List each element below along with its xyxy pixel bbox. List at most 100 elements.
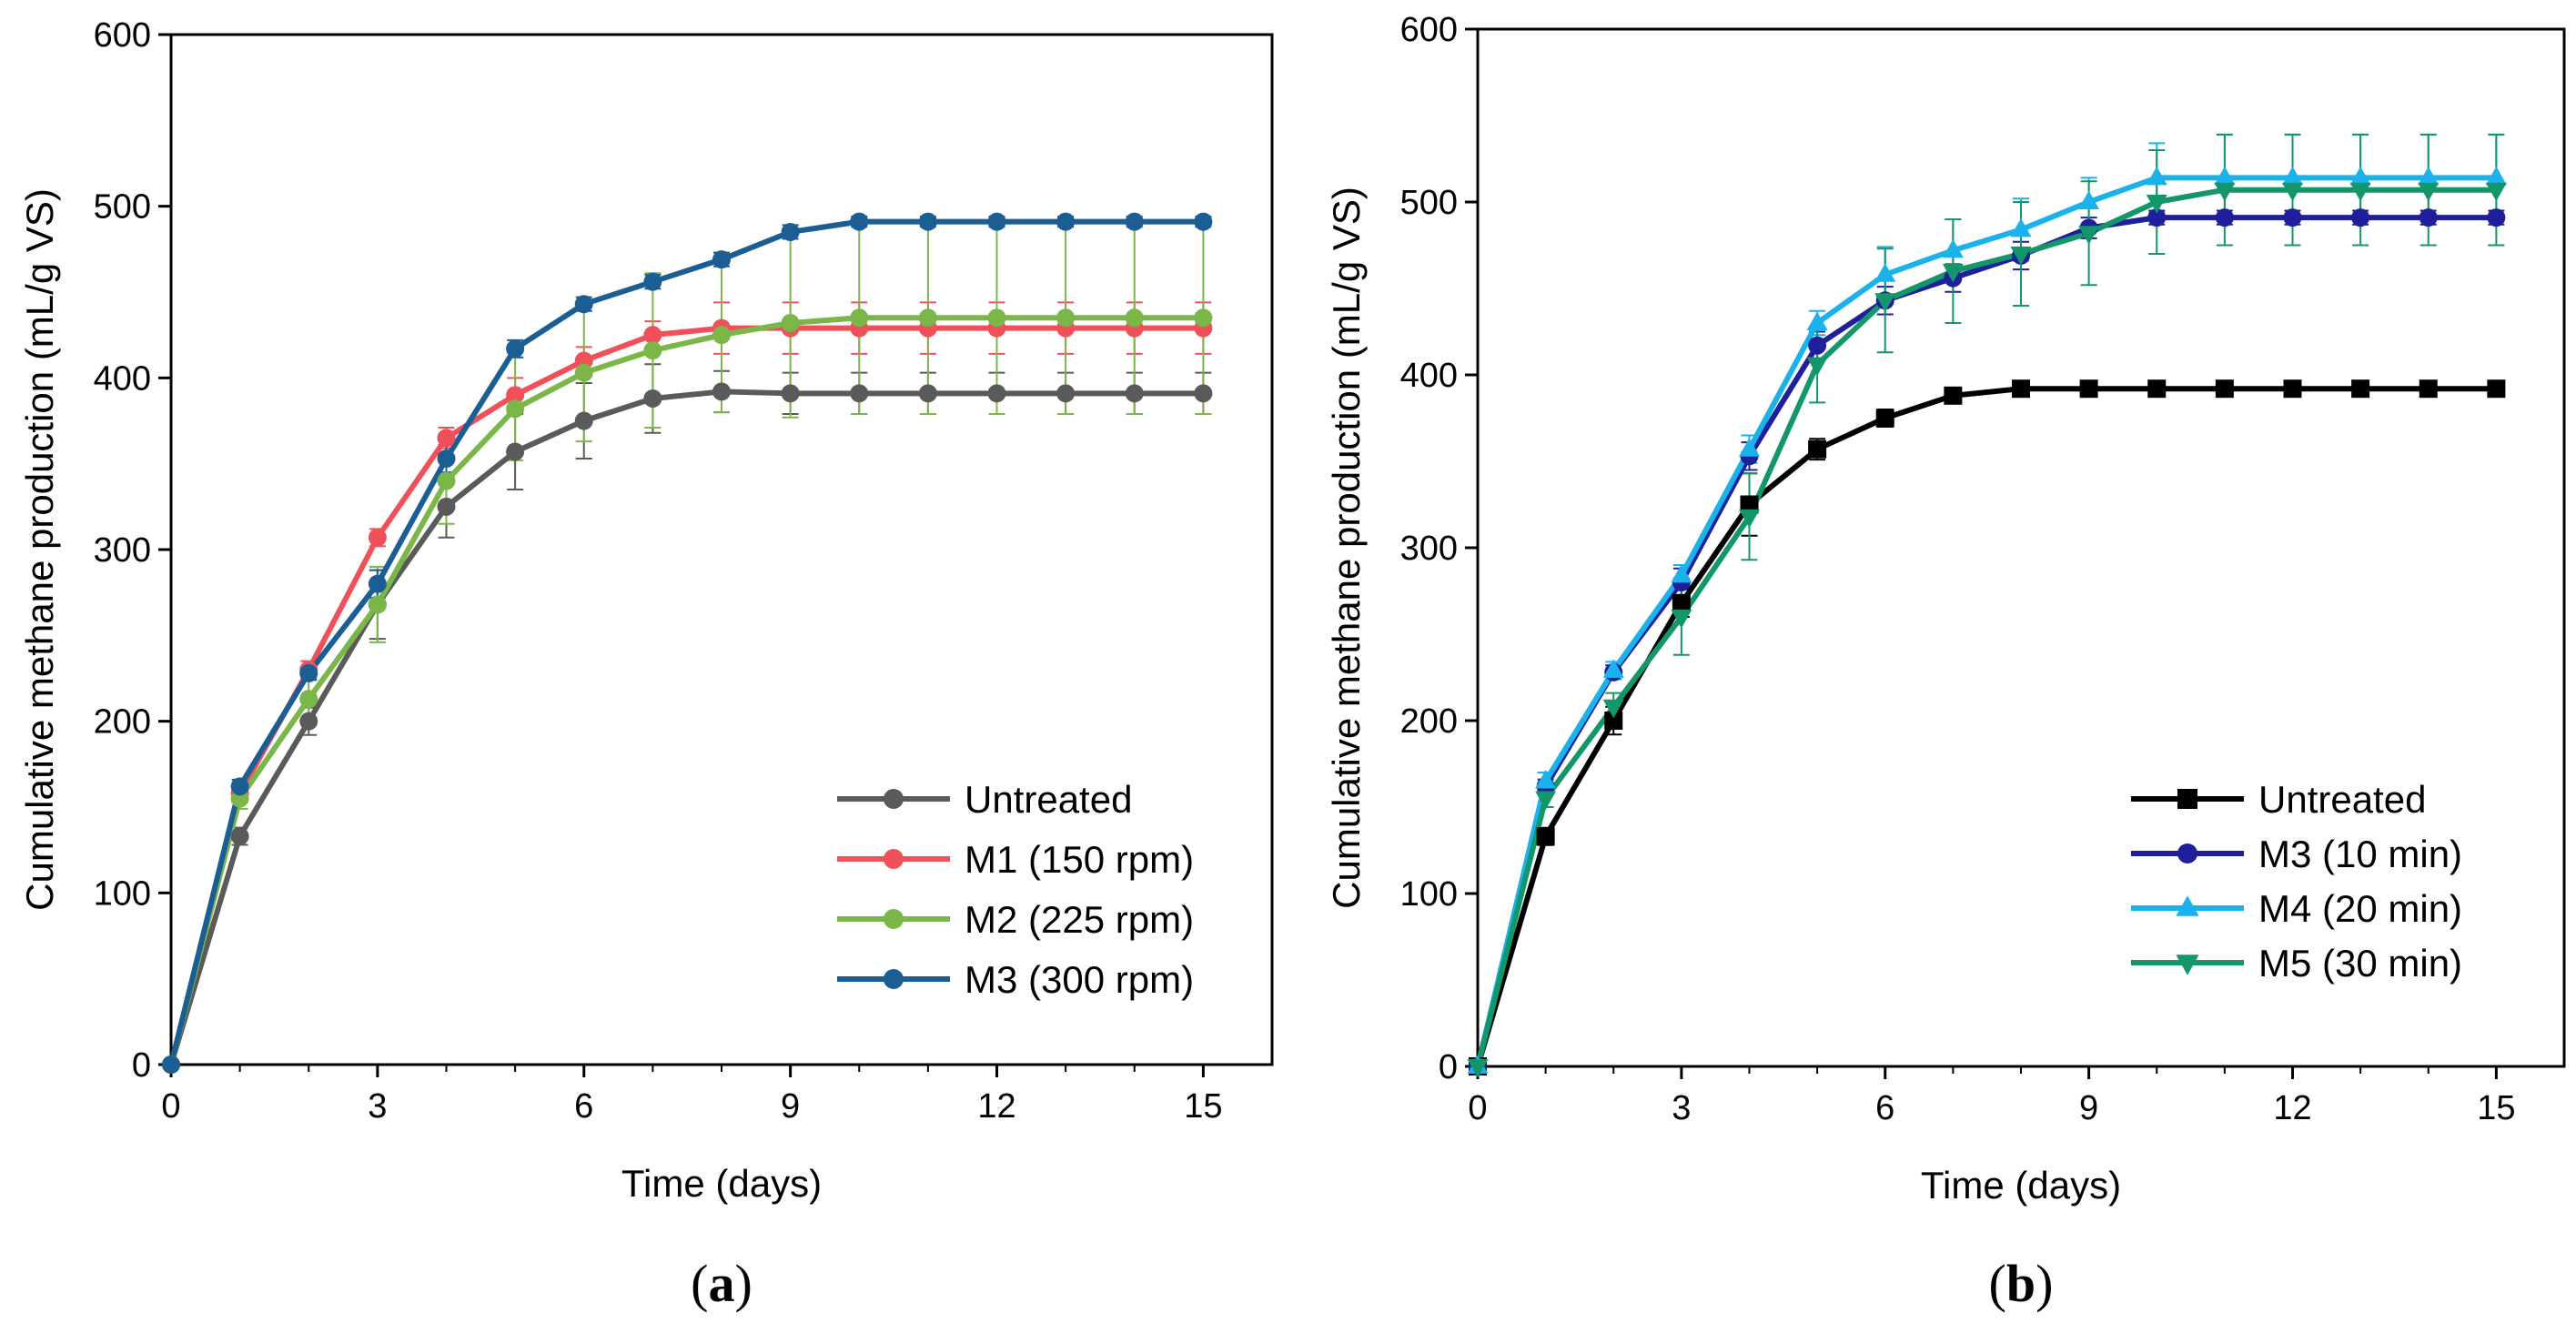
data-point	[574, 363, 593, 382]
data-point	[2147, 379, 2167, 399]
x-axis-label: Time (days)	[621, 1162, 822, 1205]
data-point	[1740, 495, 1759, 514]
data-point	[850, 384, 869, 403]
data-point	[781, 384, 800, 403]
legend-marker	[2176, 954, 2199, 975]
data-point	[299, 690, 318, 709]
legend: Untreated M3 (10 min) M4 (20 min) M5 (30 mi…	[2131, 778, 2462, 985]
x-tick-label: 12	[2273, 1089, 2311, 1127]
data-point	[2419, 208, 2438, 227]
y-axis-label: Cumulative methane production (mL/g VS)	[18, 188, 61, 911]
legend-label: M3 (300 rpm)	[965, 958, 1194, 1001]
data-point	[1602, 699, 1624, 719]
data-point	[2487, 379, 2506, 399]
legend-marker	[884, 849, 904, 869]
data-point	[987, 308, 1006, 328]
data-point	[712, 326, 731, 345]
series-line-3	[1475, 187, 2497, 1067]
data-point	[2078, 190, 2100, 209]
y-tick-label: 0	[1439, 1048, 1458, 1086]
x-tick-label: 0	[1468, 1089, 1487, 1127]
legend-label: Untreated	[2258, 778, 2426, 821]
data-point	[2215, 379, 2234, 399]
data-point	[987, 384, 1006, 403]
data-point	[2418, 182, 2440, 202]
chart-panel-a: 0 100 200 300 400 500 600 0 3 6 9 12 15 Time (days) Cu…	[18, 16, 1274, 1313]
data-point	[1125, 308, 1144, 328]
data-point	[506, 339, 525, 359]
data-point	[2282, 166, 2303, 186]
data-point	[1875, 409, 1894, 428]
legend-marker	[2177, 789, 2197, 809]
x-tick-label: 6	[1875, 1089, 1894, 1127]
data-point	[1125, 384, 1144, 403]
x-tick-label: 3	[1672, 1089, 1691, 1127]
data-point	[2146, 195, 2167, 214]
data-point	[1874, 263, 1896, 282]
data-point	[2078, 226, 2100, 245]
series-line-2	[168, 315, 1204, 1065]
data-point	[1942, 264, 1964, 283]
data-point	[781, 222, 800, 241]
data-point	[1874, 293, 1896, 312]
data-point	[1671, 563, 1692, 583]
y-tick-label: 400	[1400, 357, 1458, 395]
data-point	[1672, 593, 1691, 612]
data-point	[437, 449, 456, 469]
panel-label: (a)	[691, 1254, 753, 1313]
data-point	[574, 411, 593, 430]
data-point	[1739, 438, 1760, 457]
data-point	[506, 399, 525, 419]
data-point	[1944, 386, 1963, 405]
data-point	[1604, 712, 1623, 730]
data-point	[2214, 182, 2236, 202]
data-point	[1194, 212, 1213, 231]
data-point	[1056, 308, 1076, 328]
y-tick-label: 500	[1400, 184, 1458, 222]
x-tick-label: 0	[161, 1087, 180, 1126]
data-point	[850, 308, 869, 328]
data-point	[1808, 439, 1827, 459]
series-line-1	[168, 325, 1204, 1065]
x-tick-label: 9	[781, 1087, 800, 1126]
data-point	[2012, 379, 2030, 399]
panel-label: (b)	[1989, 1254, 2054, 1313]
legend-marker	[884, 909, 904, 929]
data-point	[918, 384, 937, 403]
data-point	[918, 212, 937, 231]
data-point	[2147, 208, 2167, 227]
data-point	[1536, 827, 1555, 846]
panel-label-close: )	[735, 1254, 753, 1313]
x-axis-label: Time (days)	[1921, 1164, 2121, 1207]
data-point	[2419, 379, 2438, 399]
data-point	[1602, 659, 1624, 678]
data-point	[2418, 166, 2440, 186]
series-line-2	[1475, 175, 2497, 1067]
legend: Untreated M1 (150 rpm) M2 (225 rpm) M3 (300…	[837, 778, 1194, 1001]
data-point	[2283, 208, 2302, 227]
data-point	[1942, 238, 1964, 258]
legend-label: Untreated	[965, 778, 1132, 821]
legend-label: M4 (20 min)	[2258, 887, 2462, 930]
data-point	[643, 389, 662, 408]
panel-label-letter: a	[709, 1254, 735, 1313]
data-point	[368, 574, 387, 593]
legend-label: M1 (150 rpm)	[965, 838, 1194, 881]
data-point	[1125, 212, 1144, 231]
data-point	[1806, 311, 1828, 330]
data-point	[506, 386, 525, 405]
y-tick-label: 0	[132, 1046, 151, 1085]
data-point	[1739, 509, 1760, 529]
data-point	[2282, 182, 2303, 202]
data-point	[2010, 247, 2032, 266]
data-point	[368, 595, 387, 614]
panel-label-letter: b	[2006, 1254, 2036, 1313]
y-tick-label: 300	[1400, 530, 1458, 568]
data-point	[437, 429, 456, 448]
legend-label: M5 (30 min)	[2258, 942, 2462, 985]
data-point	[1467, 1059, 1489, 1078]
y-tick-label: 600	[1400, 11, 1458, 49]
data-point	[437, 497, 456, 516]
data-point	[643, 272, 662, 291]
y-tick-label: 500	[94, 188, 151, 227]
